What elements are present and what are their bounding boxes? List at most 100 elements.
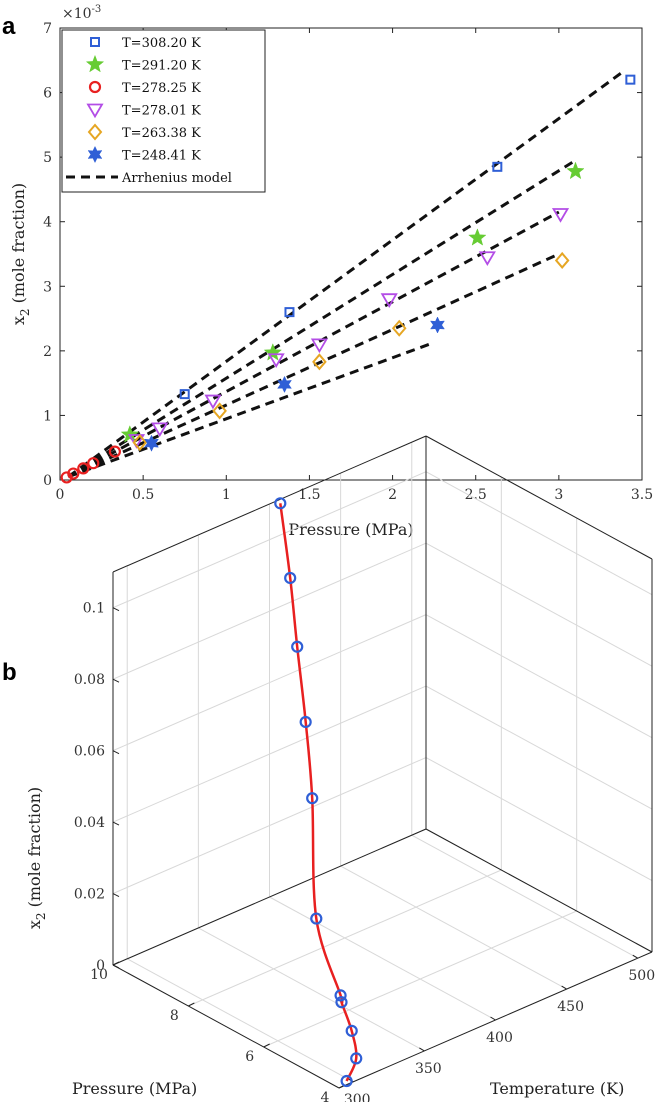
data-point <box>554 251 570 269</box>
floor-grid-line <box>340 865 567 990</box>
x-tick-label: 0.5 <box>132 487 154 503</box>
box-edge <box>425 435 653 560</box>
side-grid-line <box>425 614 653 739</box>
data-point <box>263 343 283 361</box>
data-point <box>108 445 121 458</box>
legend-swatch <box>87 123 103 141</box>
legend-box <box>61 29 266 193</box>
y-tick-label: 5 <box>43 150 52 166</box>
temperature-tick-label: 400 <box>486 1030 513 1046</box>
data-point-3d <box>335 996 348 1009</box>
data-point <box>312 353 327 371</box>
x2-tick-label: 0.06 <box>74 744 105 760</box>
x-tick-label: 0 <box>56 487 65 503</box>
data-point <box>625 74 636 85</box>
x-tick-label: 2 <box>388 487 397 503</box>
data-point <box>143 434 159 452</box>
data-point-3d <box>284 571 297 585</box>
data-point <box>551 208 570 223</box>
x-tick-label: 3.5 <box>631 487 653 503</box>
panel-a-ticks: 0 0.5 1 1.5 2 2.5 3 3.5 0 1 2 3 4 5 6 7 <box>43 21 653 503</box>
data-point <box>284 307 295 318</box>
panel-a-model-lines <box>67 68 627 479</box>
pressure-tick-label: 8 <box>170 1008 179 1024</box>
panel-b-label: b <box>2 659 17 686</box>
side-grid-line <box>425 471 653 596</box>
panel-a-exponent: ×10-3 <box>62 4 101 22</box>
legend-entry: Arrhenius model <box>121 171 232 186</box>
arrhenius-model-line <box>67 68 627 478</box>
y-tick-label: 4 <box>43 215 52 231</box>
arrhenius-model-line <box>67 341 435 479</box>
data-point <box>127 434 146 449</box>
data-point-3d <box>310 912 323 925</box>
x2-tick-label: 0.02 <box>74 887 105 903</box>
temperature-tick-label: 350 <box>415 1061 442 1077</box>
data-point <box>151 422 169 438</box>
arrhenius-model-line <box>67 159 577 479</box>
data-point <box>492 161 503 172</box>
data-point <box>380 293 398 308</box>
x2-tick-label: 0 <box>96 958 105 974</box>
panel-b-x2-label: x2 (mole fraction) <box>25 787 48 929</box>
y-tick-label: 1 <box>43 408 52 424</box>
arrhenius-model-line <box>67 210 560 479</box>
side-grid-line <box>425 542 653 667</box>
x2-tick-mark <box>112 821 120 826</box>
panel-a-xlabel: Pressure (MPa) <box>288 520 413 539</box>
data-point <box>120 425 140 443</box>
x-tick-label: 1 <box>222 487 231 503</box>
legend-entry: T=263.38 K <box>122 126 201 141</box>
panel-a-axes-box <box>59 27 643 481</box>
back-grid-line <box>112 685 427 823</box>
floor-grid-line <box>263 910 577 1048</box>
legend-swatch <box>87 145 103 164</box>
x2-tick-mark <box>112 893 120 897</box>
legend-entry: T=291.20 K <box>122 59 201 74</box>
legend-swatch <box>86 103 104 119</box>
temperature-tick-mark <box>490 1016 496 1021</box>
floor-grid-line <box>198 927 425 1052</box>
panel-b-fit-curve <box>279 503 358 1082</box>
data-point <box>478 251 496 267</box>
legend-entry: T=278.01 K <box>122 104 201 119</box>
temperature-tick-mark <box>419 1047 425 1052</box>
pressure-tick-label: 10 <box>90 967 108 983</box>
legend-entry: T=278.25 K <box>122 81 201 96</box>
pressure-tick-label: 4 <box>321 1090 330 1102</box>
temperature-tick-label: 300 <box>344 1092 371 1102</box>
y-tick-label: 0 <box>43 473 52 489</box>
legend-entry: T=308.20 K <box>122 36 201 51</box>
panel-b-axes <box>112 435 653 1089</box>
data-point <box>204 394 222 410</box>
panel-b-data-points <box>274 497 363 1088</box>
arrhenius-model-line <box>67 252 560 479</box>
back-grid-line <box>112 542 427 680</box>
x2-tick-label: 0.08 <box>74 672 105 688</box>
data-point <box>212 402 227 420</box>
data-point <box>87 457 100 470</box>
legend-swatch <box>88 80 102 94</box>
x-tick-label: 2.5 <box>465 487 487 503</box>
x2-tick-label: 0.1 <box>83 601 105 617</box>
data-point-3d <box>350 1052 363 1065</box>
pressure-tick-mark <box>263 1043 270 1048</box>
data-point-3d <box>274 497 287 510</box>
pressure-tick-mark <box>112 961 120 966</box>
data-point-3d <box>334 989 347 1002</box>
data-point-3d <box>299 715 312 729</box>
box-edge <box>425 828 653 953</box>
fit-curve <box>279 503 358 1082</box>
temperature-tick-label: 500 <box>628 968 655 984</box>
y-tick-label: 3 <box>43 279 52 295</box>
temperature-tick-label: 450 <box>557 999 584 1015</box>
x2-tick-mark <box>112 678 120 683</box>
panel-b-pressure-label: Pressure (MPa) <box>72 1079 197 1098</box>
floor-grid-line <box>188 869 502 1007</box>
panel-a-label: a <box>2 13 16 40</box>
floor-grid-line <box>269 896 496 1021</box>
back-grid-line <box>112 471 427 609</box>
legend-entry: T=248.41 K <box>122 149 201 164</box>
data-point <box>277 375 292 393</box>
floor-grid-line <box>411 834 639 959</box>
